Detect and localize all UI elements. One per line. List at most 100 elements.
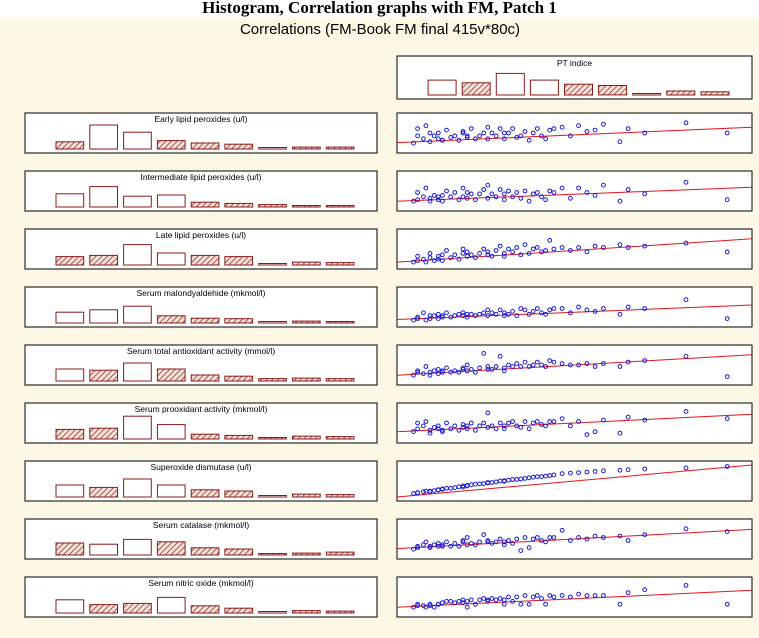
row-3-point (464, 249, 470, 255)
row-3-point (559, 245, 565, 250)
row-9-point (539, 596, 544, 601)
row-8-point (481, 532, 487, 537)
row-9-histogram-bar-3 (123, 602, 152, 614)
row-7-point (559, 471, 565, 477)
row-6-point (501, 426, 507, 432)
row-8-histogram-bar-9 (325, 551, 355, 556)
row-9-point (543, 601, 548, 607)
row-1-point (485, 136, 491, 142)
row-5-point (477, 365, 483, 371)
row-6-histogram-bar-4 (156, 424, 186, 440)
row-5-point (497, 353, 503, 359)
row-4-point (576, 304, 581, 310)
row-2-point (501, 197, 507, 203)
row-3-point (435, 253, 441, 259)
row-4-point (683, 297, 689, 303)
row-2-point (584, 190, 590, 195)
row-2-point (456, 197, 462, 203)
row-3-histogram-bar-6 (224, 256, 254, 266)
row-6-histogram-panel: Serum prooxidant activity (mkmol/l) (24, 402, 378, 444)
row-3-point (473, 255, 478, 261)
target-histogram-bar-5 (564, 83, 593, 96)
row-5-point (551, 359, 557, 365)
row-1-point (477, 133, 483, 139)
row-2-point (440, 198, 445, 204)
row-2-scatter-frame (396, 170, 753, 212)
row-9-point (530, 594, 536, 600)
row-6-point (411, 429, 416, 435)
row-5-point (526, 364, 532, 369)
row-2-point (724, 197, 730, 203)
row-6-point (468, 420, 474, 426)
row-1-point (584, 129, 590, 134)
row-8-point (568, 538, 573, 543)
row-9-point (411, 604, 416, 610)
row-9-point (522, 593, 528, 598)
row-8-point (464, 542, 470, 548)
target-label: PT indice (557, 58, 593, 68)
row-9-scatter-frame (396, 576, 753, 618)
row-4-point (460, 310, 466, 316)
row-4-point (485, 313, 491, 319)
row-4-point (431, 313, 437, 319)
row-8-point (411, 546, 416, 552)
row-8-point (431, 542, 437, 548)
row-1-point (514, 135, 520, 140)
row-5-point (501, 365, 507, 371)
row-7-histogram-bar-5 (190, 489, 220, 498)
row-1-point (522, 129, 528, 134)
page-heading: Histogram, Correlation graphs with FM, P… (202, 0, 557, 17)
row-9-point (431, 604, 437, 610)
row-3-point (423, 259, 429, 265)
row-3-point (421, 256, 426, 262)
row-1-histogram-bar-4 (156, 140, 186, 150)
row-8-variable-label: Serum catalase (mkmol/l) (153, 520, 250, 530)
row-6-point (460, 422, 466, 427)
row-2-fit-line (397, 186, 752, 202)
row-2-histogram-panel: Intermediate lipid peroxides (u/l) (24, 170, 378, 212)
row-5-variable-label: Serum total antioxidant activity (mmol/l… (127, 346, 275, 356)
row-9-point (464, 599, 470, 604)
row-9-point (526, 601, 532, 607)
row-6-point (518, 425, 524, 430)
target-panel: PT indice (396, 55, 753, 100)
row-2-point (473, 197, 478, 203)
row-1-point (534, 126, 540, 131)
row-8-point (617, 533, 623, 539)
row-4-point (421, 310, 426, 316)
row-8-point (440, 542, 445, 548)
row-5-histogram-bar-4 (156, 368, 186, 382)
row-9-point (435, 601, 441, 607)
row-5-point (423, 364, 429, 369)
row-7-point (576, 470, 581, 476)
chart-title: Correlations (FM-Book FM final 415v*80c) (240, 21, 520, 38)
row-9-point (584, 593, 590, 598)
row-8-point (485, 538, 491, 543)
row-3-point (427, 255, 433, 261)
row-4-point (415, 314, 421, 320)
row-1-point (642, 130, 648, 136)
row-6-histogram-bar-5 (190, 433, 220, 440)
row-4-point (468, 311, 474, 317)
row-4-point (435, 316, 441, 322)
row-8-point (559, 527, 565, 533)
correlation-matrix: Correlations (FM-Book FM final 415v*80c)… (24, 21, 753, 618)
row-1-point (576, 123, 581, 129)
row-6-point (473, 427, 478, 433)
row-2-point (497, 187, 503, 192)
row-2-point (411, 198, 416, 204)
row-3-point (617, 242, 623, 248)
row-4-point (440, 313, 445, 319)
row-9-point (460, 597, 466, 603)
row-9-point (501, 597, 507, 603)
row-7-point (683, 465, 689, 471)
row-8-point (448, 543, 454, 549)
row-6-point (464, 423, 470, 429)
row-5-point (539, 362, 544, 368)
row-9-point (440, 600, 445, 606)
row-8-scatter-panel (396, 518, 753, 560)
row-8-point (421, 542, 426, 548)
row-6-point (559, 416, 565, 422)
row-9-histogram-bar-6 (224, 607, 254, 614)
row-9-point (559, 593, 565, 598)
